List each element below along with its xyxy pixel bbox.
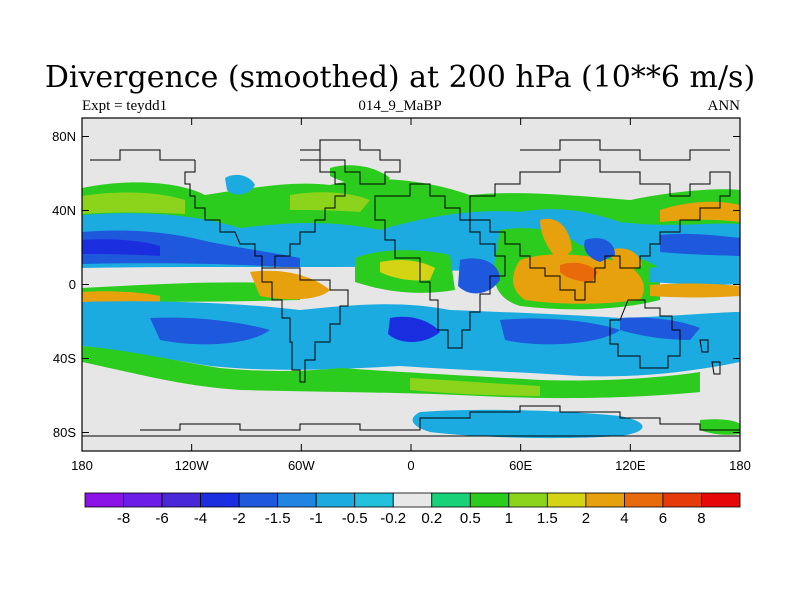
plot-title: Divergence (smoothed) at 200 hPa (10**6 … [44,60,756,95]
lat-tick-label: 0 [68,276,76,292]
convergence-region [660,233,740,256]
divergence-region [82,192,185,214]
colorbar-label: 2 [581,510,591,527]
colorbar-swatch [315,492,356,508]
longitude-ticks [81,118,741,451]
colorbar-swatch [508,492,548,508]
colorbar-label: 8 [697,510,706,527]
colorbar-label: 6 [658,510,668,527]
colorbar-swatch [161,492,201,508]
colorbar-label: -1.5 [264,510,291,527]
colorbar-label: 0.5 [459,510,481,527]
lon-tick-label: 120E [615,458,646,473]
colorbar-swatch [200,492,240,508]
colorbar-label: -0.2 [380,510,407,527]
coastline-outlines [82,139,740,437]
colorbar-swatch [469,492,510,508]
divergence-region [650,283,740,298]
lon-tick-label: 180 [729,458,751,473]
colorbar-label: 4 [620,510,629,527]
colorbar [84,492,741,508]
divergence-region [82,291,160,302]
lon-tick-label: 60E [509,458,533,473]
colorbar-swatch [431,492,471,508]
lon-tick-label: 120W [174,458,209,473]
lat-tick-label: 40S [52,350,76,366]
lat-tick-label: 40N [52,202,76,218]
colorbar-swatch [546,492,587,508]
colorbar-label: -2 [232,510,246,527]
convergence-region [500,318,620,345]
colorbar-label: 1 [504,510,513,527]
colorbar-label: -1 [309,510,323,527]
colorbar-label: 1.5 [536,510,558,527]
divergence-region [290,192,370,212]
period-label: ANN [707,98,741,114]
divergence-region [82,266,420,286]
colorbar-label: -6 [155,510,169,527]
convergence-region [82,239,160,256]
colorbar-label: 0.2 [421,510,443,527]
colorbar-swatch [123,492,163,508]
colorbar-swatch [624,492,664,508]
lon-tick-label: 180 [71,458,93,473]
colorbar-swatch [238,492,279,508]
experiment-label: Expt = teydd1 [82,98,168,114]
convergence-region [150,317,270,345]
colorbar-swatch [354,492,394,508]
colorbar-swatch [277,492,317,508]
case-label: 014_9_MaBP [358,98,442,114]
lat-tick-label: 80S [52,424,76,440]
divergence-region [560,262,598,282]
lon-tick-label: 0 [407,458,415,473]
divergence-region [380,260,435,281]
divergence-region [82,346,700,399]
divergence-region [540,218,572,262]
convergence-region [225,174,255,195]
colorbar-swatch [585,492,625,508]
convergence-region [82,230,300,268]
divergence-region [250,270,330,300]
convergence-region [650,264,740,285]
colorbar-label: -4 [193,510,208,527]
lat-tick-label: 80N [52,128,76,144]
latitude-ticks [82,136,740,433]
colorbar-label: -0.5 [341,510,368,527]
colorbar-label: -8 [116,510,131,527]
convergence-region [388,316,440,343]
divergence-region [610,248,642,272]
colorbar-swatch [662,492,702,508]
divergence-region [410,378,540,396]
colorbar-swatch [392,492,433,508]
divergence-region [700,419,740,435]
colorbar-swatch [84,492,124,508]
colorbar-swatch [701,492,741,508]
lon-tick-label: 60W [287,458,315,473]
